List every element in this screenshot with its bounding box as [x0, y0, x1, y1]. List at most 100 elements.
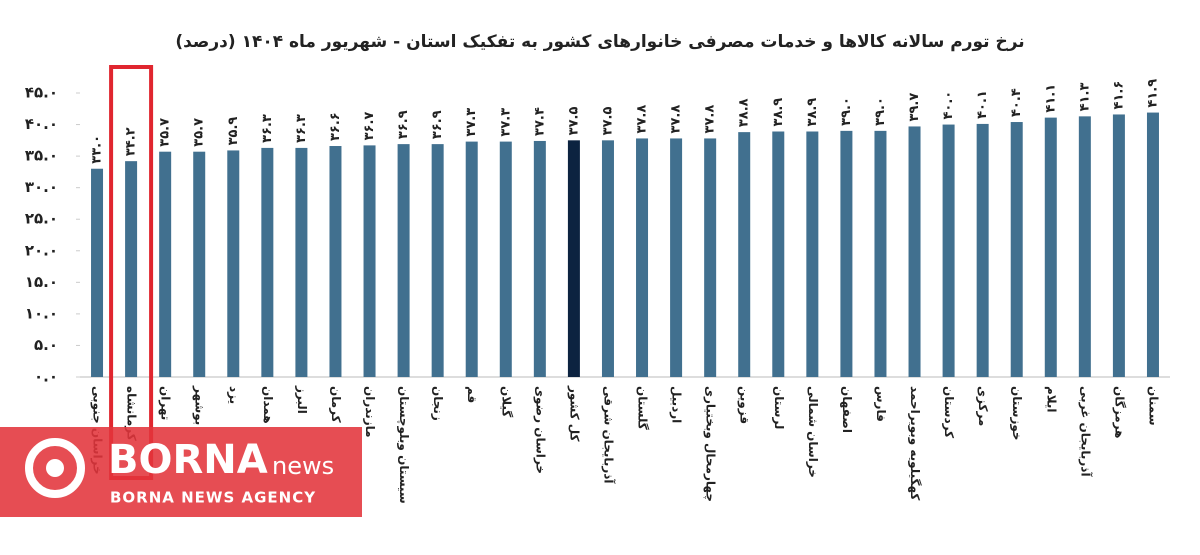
x-tick-label: یزد — [227, 386, 241, 404]
x-tick-label: کرمان — [329, 386, 343, 423]
value-label: ۴۱.۱ — [1043, 84, 1058, 113]
bar — [431, 144, 444, 377]
x-tick-label: مرکزی — [976, 386, 990, 426]
x-tick-label: خوزستان — [1009, 386, 1024, 441]
value-label: ۴۱.۳ — [1077, 83, 1092, 112]
bar — [601, 140, 614, 377]
bar — [1044, 117, 1057, 377]
bar — [295, 147, 308, 377]
value-label: ۳۹.۰ — [839, 97, 854, 126]
watermark-logo — [25, 438, 85, 498]
value-label: ۳۳.۰ — [90, 135, 105, 164]
x-tick-label: اصفهان — [840, 386, 854, 433]
x-tick-label: البرز — [295, 385, 309, 414]
value-label: ۳۸.۸ — [737, 98, 752, 127]
value-label: ۳۵.۹ — [226, 117, 241, 146]
x-tick-label: آذربایجان شرقی — [601, 386, 616, 484]
value-label: ۴۰.۰ — [941, 91, 956, 120]
x-tick-label: اردبیل — [670, 386, 684, 423]
bar — [670, 138, 683, 377]
bar — [499, 141, 512, 377]
x-tick-label: آذربایجان غربی — [1078, 386, 1093, 477]
bar — [1010, 122, 1023, 377]
bar — [704, 138, 717, 377]
value-label: ۴۱.۹ — [1145, 79, 1160, 108]
bar — [465, 141, 478, 377]
bar — [1112, 114, 1125, 378]
y-tick-label: ۲۰.۰ — [25, 241, 58, 259]
bar — [329, 146, 342, 377]
y-tick-label: ۳۰.۰ — [25, 178, 58, 196]
bar — [397, 144, 410, 377]
x-tick-label: گلستان — [636, 386, 650, 430]
value-label: ۳۸.۹ — [771, 98, 786, 127]
value-label: ۳۷.۸ — [703, 105, 718, 134]
y-tick-label: ۴۵.۰ — [25, 84, 58, 102]
bar — [1146, 112, 1159, 377]
value-label: ۳۶.۹ — [396, 110, 411, 139]
bar — [125, 161, 138, 377]
bar — [738, 132, 751, 377]
x-tick-label: چهارمحال وبختیاری — [703, 386, 718, 502]
x-tick-label: گیلان — [499, 386, 513, 417]
y-tick-label: ۱۰.۰ — [25, 304, 58, 322]
watermark-logo-dot — [46, 459, 64, 477]
x-tick-label: خراسان رضوی — [532, 386, 547, 474]
bar — [908, 126, 921, 378]
x-tick-label: هرمزگان — [1112, 386, 1126, 438]
bar — [227, 150, 240, 377]
value-label: ۳۷.۴ — [532, 107, 547, 136]
value-label: ۳۷.۸ — [669, 105, 684, 134]
value-label: ۳۶.۶ — [328, 112, 343, 141]
x-tick-label: سمنان — [1146, 386, 1160, 426]
x-tick-label: مازندران — [363, 386, 377, 438]
value-label: ۳۷.۵ — [566, 107, 581, 136]
x-tick-label: بوشهر — [192, 385, 207, 425]
bar — [363, 145, 376, 377]
value-label: ۴۰.۱ — [975, 90, 990, 119]
bar — [533, 140, 546, 377]
value-label: ۳۷.۵ — [600, 107, 615, 136]
watermark-brand: BORNA — [108, 437, 268, 483]
x-tick-label: کل کشور — [566, 385, 581, 442]
value-label: ۳۷.۸ — [635, 105, 650, 134]
x-tick-label: سیستان وبلوچستان — [396, 386, 411, 504]
x-tick-label: همدان — [261, 386, 275, 424]
bar — [942, 124, 955, 377]
y-tick-label: ۴۰.۰ — [25, 115, 58, 133]
value-label: ۳۶.۹ — [430, 110, 445, 139]
watermark-agency: BORNA NEWS AGENCY — [110, 489, 316, 507]
value-label: ۳۵.۷ — [158, 118, 173, 147]
bar — [840, 130, 853, 377]
x-tick-label: خراسان شمالی — [806, 386, 820, 478]
value-label: ۴۰.۴ — [1009, 88, 1024, 117]
bar — [567, 140, 580, 377]
bar — [261, 147, 274, 377]
chart-title: نرخ تورم سالانه کالاها و خدمات مصرفی خان… — [175, 32, 1024, 52]
value-label: ۳۷.۳ — [464, 108, 479, 137]
watermark-suffix: news — [272, 452, 334, 480]
bar — [159, 151, 172, 377]
y-tick-label: ۵.۰ — [34, 336, 58, 354]
x-tick-label: قم — [465, 386, 479, 403]
x-tick-label: کهگیلویه وبویراحمد — [907, 386, 922, 500]
value-label: ۳۸.۹ — [805, 98, 820, 127]
y-tick-label: ۱۵.۰ — [25, 273, 58, 291]
x-tick-label: فارس — [874, 386, 888, 422]
y-tick-label: ۳۵.۰ — [25, 147, 58, 165]
value-label: ۳۹.۰ — [873, 97, 888, 126]
x-tick-label: زنجان — [431, 386, 445, 421]
bar — [976, 123, 989, 378]
bar — [636, 138, 649, 377]
value-label: ۳۹.۷ — [907, 93, 922, 122]
bar — [772, 131, 785, 377]
y-tick-label: ۰.۰ — [34, 368, 58, 386]
value-label: ۴۱.۶ — [1111, 81, 1126, 110]
x-tick-label: لرستان — [772, 386, 786, 429]
value-label: ۳۶.۳ — [260, 114, 275, 143]
value-label: ۳۷.۳ — [498, 108, 513, 137]
bar — [91, 168, 104, 377]
bar — [193, 151, 206, 377]
y-tick-label: ۲۵.۰ — [25, 210, 58, 228]
